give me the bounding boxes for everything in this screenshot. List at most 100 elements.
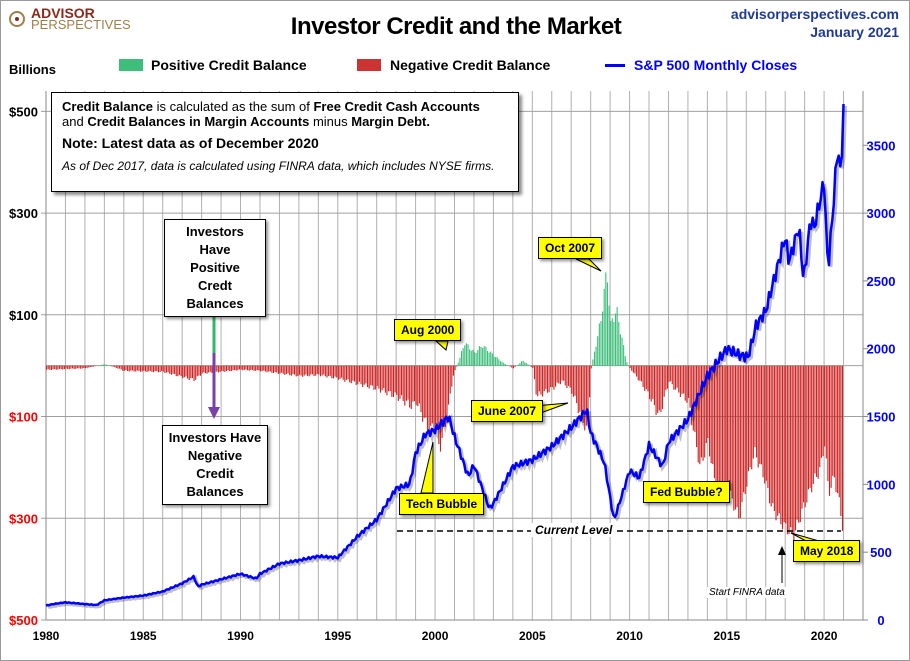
credit-balance-bar [841, 365, 844, 531]
credit-balance-bar [820, 365, 822, 458]
credit-balance-bar [381, 365, 383, 391]
credit-balance-bar [46, 365, 48, 370]
positive-box-line1: Investors Have [186, 224, 244, 257]
credit-balance-bar [491, 353, 493, 366]
right-tick-label: 1000 [867, 477, 896, 492]
credit-balance-bar [423, 365, 425, 418]
credit-balance-bar [616, 307, 618, 366]
credit-balance-bar [329, 365, 331, 376]
credit-balance-bar [459, 357, 461, 366]
credit-balance-bar [122, 365, 124, 371]
credit-balance-bar [452, 365, 454, 376]
left-tick-label: $100 [9, 410, 38, 425]
credit-balance-bar [520, 361, 523, 366]
credit-balance-bar [146, 365, 148, 373]
credit-balance-bar [308, 365, 310, 377]
credit-balance-bar [279, 365, 281, 374]
credit-balance-bar [475, 352, 477, 366]
credit-balance-bar [718, 365, 720, 491]
credit-balance-bar [208, 365, 210, 373]
credit-balance-bar [559, 365, 561, 385]
credit-balance-bar [332, 365, 335, 379]
credit-balance-bar [303, 365, 305, 376]
credit-balance-bar [542, 365, 544, 397]
credit-balance-bar [551, 365, 553, 388]
credit-balance-bar [344, 365, 346, 382]
legend-swatch-positive [119, 59, 143, 71]
credit-balance-bar [326, 365, 328, 378]
callout-may-2018: May 2018 [793, 540, 861, 562]
positive-box-line3: Credt Balances [186, 278, 244, 311]
credit-balance-bar [84, 365, 87, 369]
credit-balance-bar [378, 365, 380, 389]
credit-balance-bar [553, 365, 555, 390]
credit-balance-bar [751, 365, 753, 470]
credit-balance-bar [167, 365, 169, 373]
credit-balance-bar [203, 365, 205, 373]
credit-balance-bar [118, 365, 121, 369]
finra-label: Start FINRA data [707, 587, 787, 598]
credit-balance-bar [229, 365, 231, 372]
credit-balance-bar [263, 365, 265, 371]
credit-balance-bar [788, 365, 790, 535]
credit-balance-bar [687, 365, 690, 398]
callout-fed-bubble: Fed Bubble? [643, 481, 730, 503]
right-tick-label: 3500 [867, 138, 896, 153]
credit-balance-bar [623, 345, 625, 366]
credit-balance-bar [187, 365, 189, 379]
credit-balance-bar [661, 365, 664, 409]
credit-balance-bar [757, 365, 759, 468]
credit-balance-bar [125, 365, 127, 371]
credit-balance-bar [478, 346, 480, 366]
credit-balance-bar [786, 365, 788, 535]
credit-balance-bar [47, 365, 49, 370]
negative-box-line2: Negative [187, 448, 243, 463]
credit-balance-bar [67, 365, 69, 369]
credit-balance-bar [819, 365, 821, 468]
credit-balance-bar [809, 365, 811, 488]
credit-balance-bar [300, 365, 302, 376]
credit-balance-bar [600, 321, 602, 366]
credit-balance-bar [91, 365, 93, 367]
credit-balance-bar [397, 365, 399, 401]
credit-balance-bar [306, 365, 309, 376]
credit-balance-bar [284, 365, 286, 375]
credit-balance-bar [156, 365, 158, 372]
credit-balance-bar [352, 365, 354, 381]
credit-balance-bar [710, 365, 712, 464]
credit-balance-bar [611, 318, 613, 366]
credit-balance-bar [840, 365, 842, 516]
credit-balance-bar [546, 365, 549, 393]
credit-balance-bar [360, 365, 362, 385]
credit-balance-bar [435, 365, 437, 425]
credit-balance-bar [634, 365, 636, 374]
credit-balance-bar [349, 365, 351, 383]
credit-balance-bar [196, 365, 198, 377]
credit-balance-bar [105, 364, 108, 366]
callout-oct-2007: Oct 2007 [538, 237, 603, 259]
credit-balance-bar [778, 365, 780, 514]
info-finra-note: As of Dec 2017, data is calculated using… [62, 159, 495, 173]
credit-balance-bar [159, 365, 161, 372]
legend-line-sp500 [605, 64, 625, 67]
credit-balance-bar [410, 365, 412, 410]
current-level-label: Current Level [531, 523, 617, 537]
credit-balance-bar [178, 365, 181, 375]
credit-balance-bar [190, 365, 192, 379]
credit-balance-bar [631, 365, 633, 371]
compass-icon [9, 11, 25, 27]
credit-balance-bar [480, 346, 482, 366]
credit-balance-bar [211, 365, 213, 373]
credit-balance-bar [670, 365, 672, 382]
credit-balance-bar [822, 365, 824, 457]
credit-balance-bar [627, 364, 630, 366]
credit-balance-bar [793, 365, 795, 542]
credit-balance-bar [342, 365, 344, 380]
credit-balance-bar [699, 365, 701, 465]
credit-balance-bar [195, 365, 197, 380]
credit-balance-bar [180, 365, 182, 377]
credit-balance-bar [255, 365, 257, 371]
credit-balance-bar [363, 365, 365, 385]
credit-balance-bar [268, 365, 270, 372]
callout-tail-oct-2007-tail [575, 258, 602, 272]
